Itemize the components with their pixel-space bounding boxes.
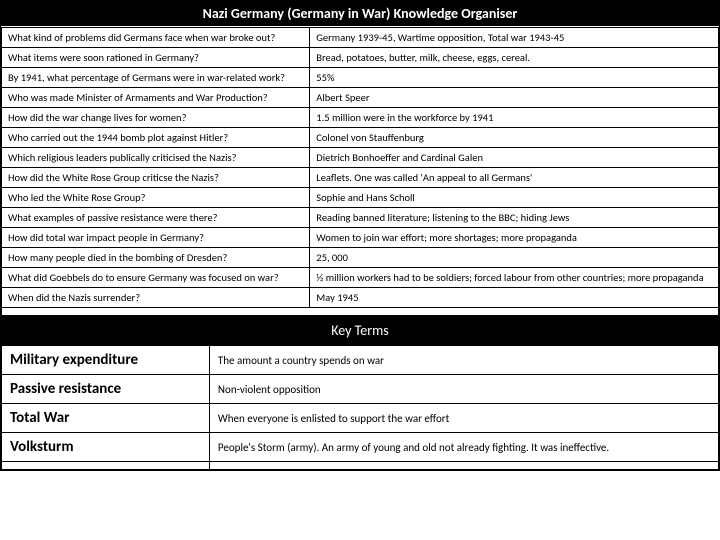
question-cell: Who was made Minister of Armaments and W… bbox=[2, 88, 310, 108]
answer-cell: Colonel von Stauffenburg bbox=[310, 128, 719, 148]
question-cell: How did total war impact people in Germa… bbox=[2, 228, 310, 248]
answer-cell: Women to join war effort; more shortages… bbox=[310, 228, 719, 248]
definition-cell: People's Storm (army). An army of young … bbox=[209, 433, 718, 462]
question-cell: How did the White Rose Group criticse th… bbox=[2, 168, 310, 188]
knowledge-organiser: Nazi Germany (Germany in War) Knowledge … bbox=[0, 0, 720, 471]
qa-table: What kind of problems did Germans face w… bbox=[1, 27, 719, 316]
qa-row: What examples of passive resistance were… bbox=[2, 208, 719, 228]
qa-row: By 1941, what percentage of Germans were… bbox=[2, 68, 719, 88]
spacer-row bbox=[2, 308, 719, 316]
main-title: Nazi Germany (Germany in War) Knowledge … bbox=[1, 1, 719, 27]
answer-cell: May 1945 bbox=[310, 288, 719, 308]
keyterm-row: Total WarWhen everyone is enlisted to su… bbox=[2, 404, 719, 433]
question-cell: How did the war change lives for women? bbox=[2, 108, 310, 128]
definition-cell: Non-violent opposition bbox=[209, 375, 718, 404]
question-cell: What did Goebbels do to ensure Germany w… bbox=[2, 268, 310, 288]
definition-cell: When everyone is enlisted to support the… bbox=[209, 404, 718, 433]
keyterms-title: Key Terms bbox=[1, 316, 719, 345]
qa-row: How did total war impact people in Germa… bbox=[2, 228, 719, 248]
answer-cell: Dietrich Bonhoeffer and Cardinal Galen bbox=[310, 148, 719, 168]
question-cell: What kind of problems did Germans face w… bbox=[2, 28, 310, 48]
term-cell: Total War bbox=[2, 404, 210, 433]
keyterm-row: VolksturmPeople's Storm (army). An army … bbox=[2, 433, 719, 462]
answer-cell: Leaflets. One was called 'An appeal to a… bbox=[310, 168, 719, 188]
answer-cell: Albert Speer bbox=[310, 88, 719, 108]
term-cell: Military expenditure bbox=[2, 346, 210, 375]
answer-cell: Sophie and Hans Scholl bbox=[310, 188, 719, 208]
keyterm-row: Military expenditureThe amount a country… bbox=[2, 346, 719, 375]
question-cell: Who carried out the 1944 bomb plot again… bbox=[2, 128, 310, 148]
qa-row: How did the war change lives for women?1… bbox=[2, 108, 719, 128]
qa-row: Who carried out the 1944 bomb plot again… bbox=[2, 128, 719, 148]
question-cell: Which religious leaders publically criti… bbox=[2, 148, 310, 168]
term-cell: Passive resistance bbox=[2, 375, 210, 404]
qa-row: How did the White Rose Group criticse th… bbox=[2, 168, 719, 188]
answer-cell: 25, 000 bbox=[310, 248, 719, 268]
answer-cell: ½ million workers had to be soldiers; fo… bbox=[310, 268, 719, 288]
question-cell: When did the Nazis surrender? bbox=[2, 288, 310, 308]
question-cell: Who led the White Rose Group? bbox=[2, 188, 310, 208]
question-cell: How many people died in the bombing of D… bbox=[2, 248, 310, 268]
definition-cell: The amount a country spends on war bbox=[209, 346, 718, 375]
qa-row: What items were soon rationed in Germany… bbox=[2, 48, 719, 68]
keyterm-row: Passive resistanceNon-violent opposition bbox=[2, 375, 719, 404]
qa-row: How many people died in the bombing of D… bbox=[2, 248, 719, 268]
spacer-row bbox=[2, 462, 719, 470]
question-cell: What examples of passive resistance were… bbox=[2, 208, 310, 228]
answer-cell: Reading banned literature; listening to … bbox=[310, 208, 719, 228]
qa-row: Who was made Minister of Armaments and W… bbox=[2, 88, 719, 108]
question-cell: What items were soon rationed in Germany… bbox=[2, 48, 310, 68]
qa-row: What did Goebbels do to ensure Germany w… bbox=[2, 268, 719, 288]
qa-row: Which religious leaders publically criti… bbox=[2, 148, 719, 168]
answer-cell: 55% bbox=[310, 68, 719, 88]
qa-row: Who led the White Rose Group?Sophie and … bbox=[2, 188, 719, 208]
answer-cell: Germany 1939-45, Wartime opposition, Tot… bbox=[310, 28, 719, 48]
answer-cell: Bread, potatoes, butter, milk, cheese, e… bbox=[310, 48, 719, 68]
keyterms-table: Military expenditureThe amount a country… bbox=[1, 345, 719, 470]
qa-row: When did the Nazis surrender?May 1945 bbox=[2, 288, 719, 308]
qa-row: What kind of problems did Germans face w… bbox=[2, 28, 719, 48]
term-cell: Volksturm bbox=[2, 433, 210, 462]
question-cell: By 1941, what percentage of Germans were… bbox=[2, 68, 310, 88]
answer-cell: 1.5 million were in the workforce by 194… bbox=[310, 108, 719, 128]
